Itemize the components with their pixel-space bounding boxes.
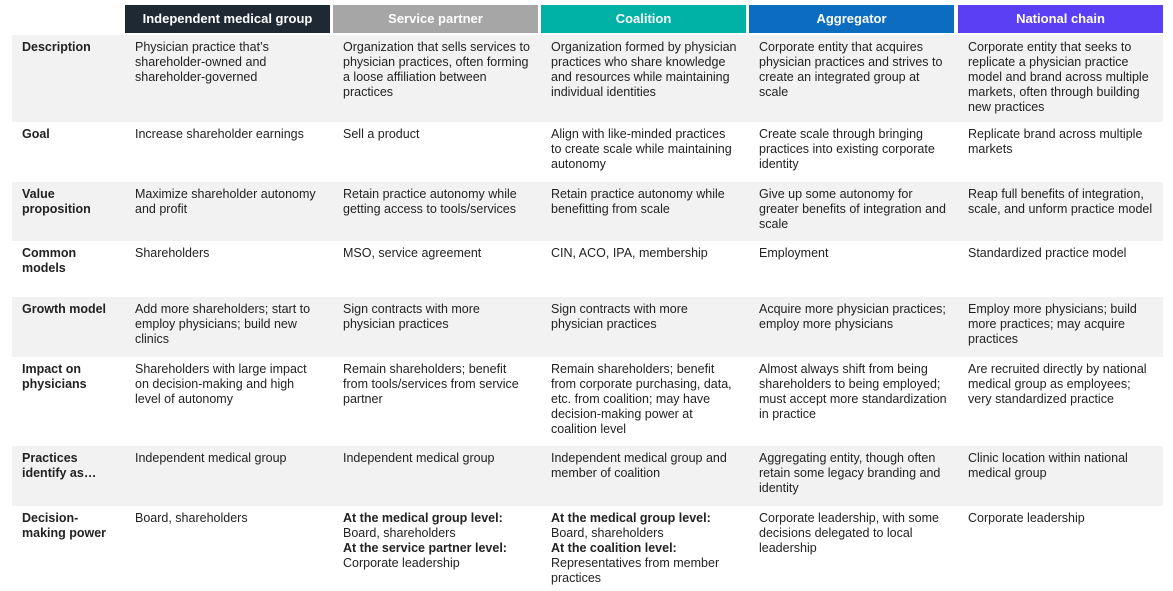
cell: Organization that sells services to phys… — [343, 40, 530, 99]
cell-text: Corporate leadership — [343, 556, 460, 570]
row-label: Practices identify as… — [22, 451, 97, 480]
table-row: Common models Shareholders MSO, service ag… — [12, 241, 1163, 297]
cell: Remain shareholders; benefit from tools/… — [343, 362, 519, 406]
cell: At the medical group level: Board, shareh… — [343, 511, 531, 571]
cell: Almost always shift from being sharehold… — [759, 362, 947, 421]
cell: Organization formed by physician practic… — [551, 40, 737, 99]
cell: Retain practice autonomy while getting a… — [343, 187, 517, 216]
cell: Are recruited directly by national medic… — [968, 362, 1147, 406]
cell: Shareholders — [135, 246, 210, 260]
cell: Shareholders with large impact on decisi… — [135, 362, 307, 406]
cell: Corporate entity that seeks to replicate… — [968, 40, 1149, 114]
cell: Clinic location within national medical … — [968, 451, 1128, 480]
cell-heading: At the medical group level: — [343, 511, 503, 525]
cell-heading: At the service partner level: — [343, 541, 507, 555]
column-header: Independent medical group — [125, 5, 330, 33]
cell: Retain practice autonomy while benefitti… — [551, 187, 725, 216]
cell: Employ more physicians; build more pract… — [968, 302, 1137, 346]
cell: Independent medical group — [343, 451, 495, 465]
cell: Standardized practice model — [968, 246, 1127, 260]
column-header: Aggregator — [749, 5, 954, 33]
column-header: National chain — [958, 5, 1163, 33]
row-label: Common models — [22, 246, 77, 275]
column-header: Coalition — [541, 5, 746, 33]
cell: Align with like-minded practices to crea… — [551, 127, 732, 171]
cell: Maximize shareholder autonomy and profit — [135, 187, 316, 216]
cell: Employment — [759, 246, 829, 260]
row-label: Impact on physicians — [22, 362, 87, 391]
table-row: Growth model Add more shareholders; start… — [12, 297, 1163, 357]
cell: Add more shareholders; start to employ p… — [135, 302, 311, 346]
cell: Acquire more physician practices; employ… — [759, 302, 946, 331]
cell-text: Representatives from member practices — [551, 556, 720, 585]
cell: Give up some autonomy for greater benefi… — [759, 187, 946, 231]
cell: Sign contracts with more physician pract… — [551, 302, 688, 331]
cell: MSO, service agreement — [343, 246, 482, 260]
table-row: Decision-making power Board, shareholders… — [12, 506, 1163, 591]
cell: Independent medical group — [135, 451, 287, 465]
cell: Corporate entity that acquires physician… — [759, 40, 943, 99]
cell: Corporate leadership, with some decision… — [759, 511, 939, 555]
row-label: Goal — [22, 127, 50, 141]
table-row: Value proposition Maximize shareholder au… — [12, 182, 1163, 241]
cell: Create scale through bringing practices … — [759, 127, 935, 171]
cell: Replicate brand across multiple markets — [968, 127, 1143, 156]
table-row: Impact on physicians Shareholders with la… — [12, 357, 1163, 446]
row-label: Decision-making power — [22, 511, 107, 540]
cell-text: Board, shareholders — [343, 526, 456, 540]
cell: Remain shareholders; benefit from corpor… — [551, 362, 732, 436]
row-label: Growth model — [22, 302, 107, 316]
cell: Corporate leadership — [968, 511, 1085, 525]
cell-text: Board, shareholders — [551, 526, 664, 540]
cell: Aggregating entity, though often retain … — [759, 451, 941, 495]
column-header: Service partner — [333, 5, 538, 33]
cell: Physician practice that’s shareholder-ow… — [135, 40, 269, 84]
cell: CIN, ACO, IPA, membership — [551, 246, 708, 260]
cell: Sell a product — [343, 127, 420, 141]
cell: Board, shareholders — [135, 511, 248, 525]
table-row: Goal Increase shareholder earnings Sell a … — [12, 122, 1163, 182]
cell: Independent medical group and member of … — [551, 451, 727, 480]
row-label: Description — [22, 40, 91, 54]
table-row: Practices identify as… Independent medica… — [12, 446, 1163, 506]
cell: At the medical group level: Board, shareh… — [551, 511, 739, 586]
cell: Reap full benefits of integration, scale… — [968, 187, 1153, 216]
cell-heading: At the coalition level: — [551, 541, 677, 555]
cell-heading: At the medical group level: — [551, 511, 711, 525]
cell: Increase shareholder earnings — [135, 127, 304, 141]
table-row: Description Physician practice that’s sha… — [12, 35, 1163, 122]
row-label: Value proposition — [22, 187, 91, 216]
cell: Sign contracts with more physician pract… — [343, 302, 480, 331]
